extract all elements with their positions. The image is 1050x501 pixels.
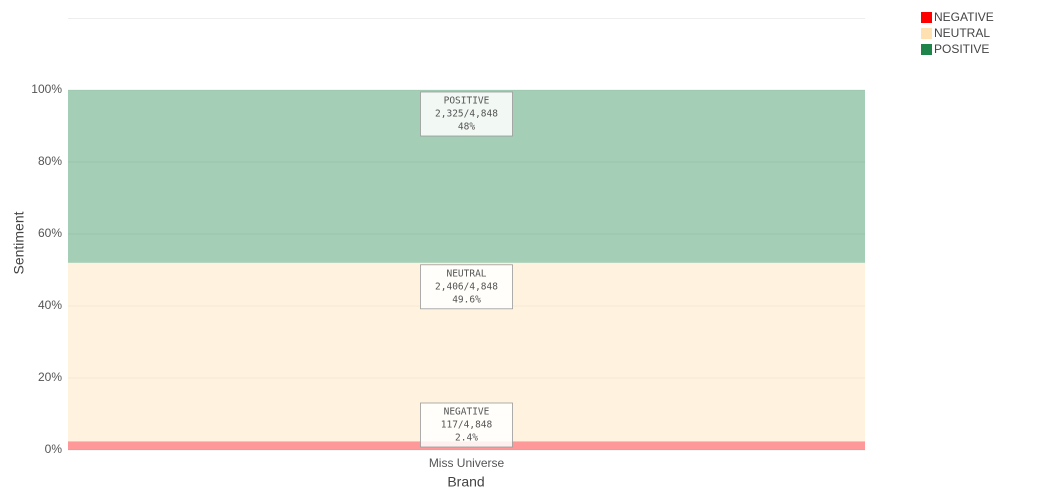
data-label-name: NEGATIVE [444,407,490,418]
data-label-box [420,264,513,310]
legend-swatch [921,12,932,23]
y-tick-label: 60% [38,226,62,240]
y-tick-label: 40% [38,298,62,312]
data-label-value: 49.6% [452,294,481,305]
y-tick-label: 100% [31,82,62,96]
legend-swatch [921,28,932,39]
y-tick-label: 20% [38,370,62,384]
data-label-value: 48% [458,122,475,133]
data-label-box [420,91,513,137]
data-label-box [420,402,513,448]
y-tick-label: 0% [45,442,63,456]
y-axis-label: Sentiment [11,211,27,274]
legend-swatch [921,44,932,55]
x-axis-label: Brand [447,474,484,490]
data-label-name: POSITIVE [444,96,490,107]
legend-label: NEGATIVE [934,10,994,24]
legend-label: POSITIVE [934,42,989,56]
data-label-count: 117/4,848 [441,420,493,431]
legend-label: NEUTRAL [934,26,990,40]
data-label-value: 2.4% [455,433,478,444]
data-label-count: 2,325/4,848 [435,109,498,120]
y-tick-label: 80% [38,154,62,168]
data-label-name: NEUTRAL [446,268,486,279]
x-tick-label: Miss Universe [429,456,505,470]
data-label-count: 2,406/4,848 [435,281,498,292]
